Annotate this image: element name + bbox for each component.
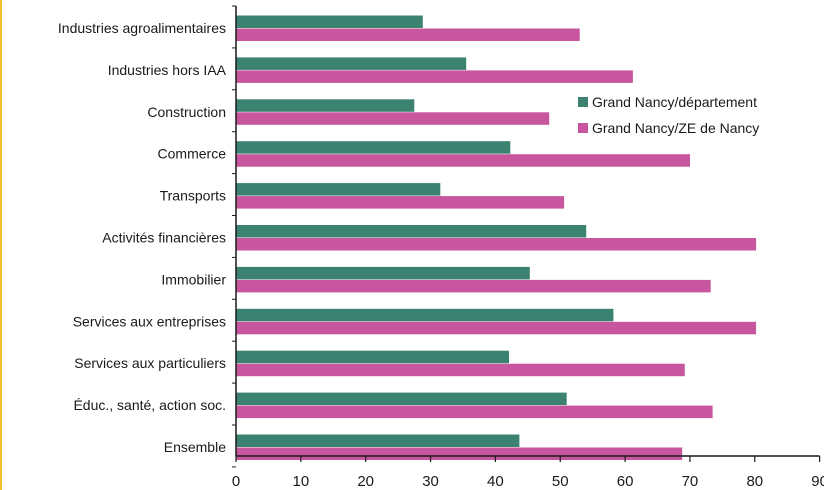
- x-tick-label-9: 90: [811, 473, 824, 490]
- bar-2-1: [236, 70, 633, 83]
- bar-2-4: [236, 196, 565, 209]
- category-label-3: Commerce: [158, 146, 227, 162]
- category-label-0: Industries agroalimentaires: [58, 20, 226, 36]
- bar-1-4: [236, 183, 441, 196]
- bar-2-10: [236, 447, 683, 460]
- category-label-6: Immobilier: [161, 271, 226, 287]
- category-label-10: Ensemble: [164, 439, 226, 455]
- bar-1-10: [236, 434, 520, 447]
- bar-2-5: [236, 238, 757, 251]
- bar-1-6: [236, 266, 530, 280]
- x-tick-label-5: 50: [552, 473, 569, 490]
- category-label-5: Activités financières: [102, 230, 226, 246]
- bar-2-6: [236, 279, 711, 293]
- x-tick-label-4: 40: [487, 473, 504, 490]
- x-tick-label-6: 60: [617, 473, 634, 490]
- axes: 0 10 20 30 40 50 60 70 80 90: [232, 5, 824, 490]
- bar-2-8: [236, 363, 685, 377]
- bar-1-9: [236, 392, 567, 406]
- category-label-7: Services aux entreprises: [73, 313, 226, 329]
- bar-2-9: [236, 405, 713, 419]
- x-tick-label-7: 70: [682, 473, 699, 490]
- bar-1-7: [236, 308, 614, 322]
- bar-2-0: [236, 28, 580, 41]
- left-accent-rule: [0, 0, 2, 490]
- bar-1-3: [236, 141, 511, 154]
- category-label-1: Industries hors IAA: [108, 62, 227, 78]
- bar-2-3: [236, 154, 690, 167]
- legend: Grand Nancy/département Grand Nancy/ZE de…: [578, 94, 759, 136]
- bar-1-5: [236, 225, 587, 238]
- bar-1-8: [236, 350, 509, 364]
- bar-2-2: [236, 112, 550, 125]
- bars-layer: [236, 15, 757, 460]
- category-label-4: Transports: [160, 188, 226, 204]
- legend-label-2: Grand Nancy/ZE de Nancy: [592, 120, 759, 136]
- bar-1-1: [236, 57, 467, 70]
- legend-label-1: Grand Nancy/département: [592, 94, 757, 110]
- legend-swatch-2: [578, 123, 588, 133]
- bar-1-0: [236, 15, 423, 28]
- category-label-2: Construction: [147, 104, 226, 120]
- legend-swatch-1: [578, 97, 588, 107]
- x-tick-label-1: 10: [293, 473, 310, 490]
- category-label-8: Services aux particuliers: [74, 355, 226, 371]
- x-tick-label-3: 30: [422, 473, 439, 490]
- category-labels: Industries agroalimentaires Industries ho…: [58, 20, 227, 455]
- category-label-9: Éduc., santé, action soc.: [73, 397, 226, 413]
- x-tick-label-0: 0: [232, 473, 240, 490]
- bar-1-2: [236, 99, 415, 112]
- x-tick-label-8: 80: [746, 473, 763, 490]
- x-tick-label-2: 20: [357, 473, 374, 490]
- bar-2-7: [236, 321, 757, 335]
